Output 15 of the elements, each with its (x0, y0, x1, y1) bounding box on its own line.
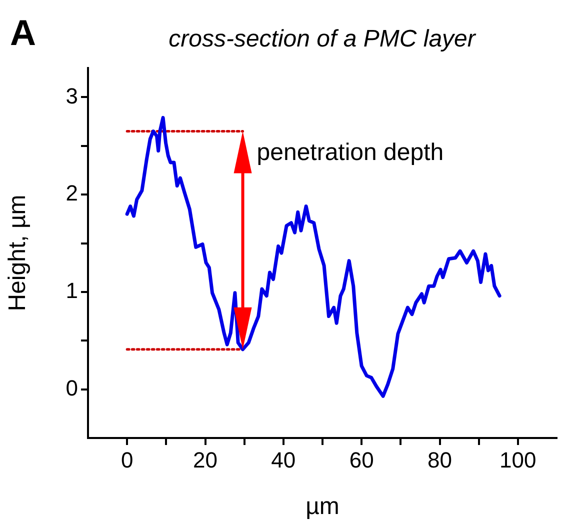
y-axis-title: Height, µm (4, 194, 32, 312)
y-tick-label: 0 (66, 375, 78, 400)
x-tick-label: 80 (428, 447, 452, 472)
x-tick-label: 100 (500, 447, 536, 472)
text: A (10, 12, 36, 53)
chart-title: cross-section of a PMC layer (168, 26, 476, 53)
x-tick-label: 0 (120, 447, 134, 472)
y-tick-label: 1 (66, 278, 78, 304)
x-tick-label: 20 (193, 447, 218, 472)
x-tick-label: 40 (271, 447, 296, 472)
x-axis-title: µm (306, 493, 340, 520)
y-tick-label: 2 (66, 180, 78, 206)
y-tick-label: 3 (66, 83, 78, 108)
x-tick-label: 60 (349, 447, 374, 472)
annotation: penetration depth (256, 138, 444, 166)
